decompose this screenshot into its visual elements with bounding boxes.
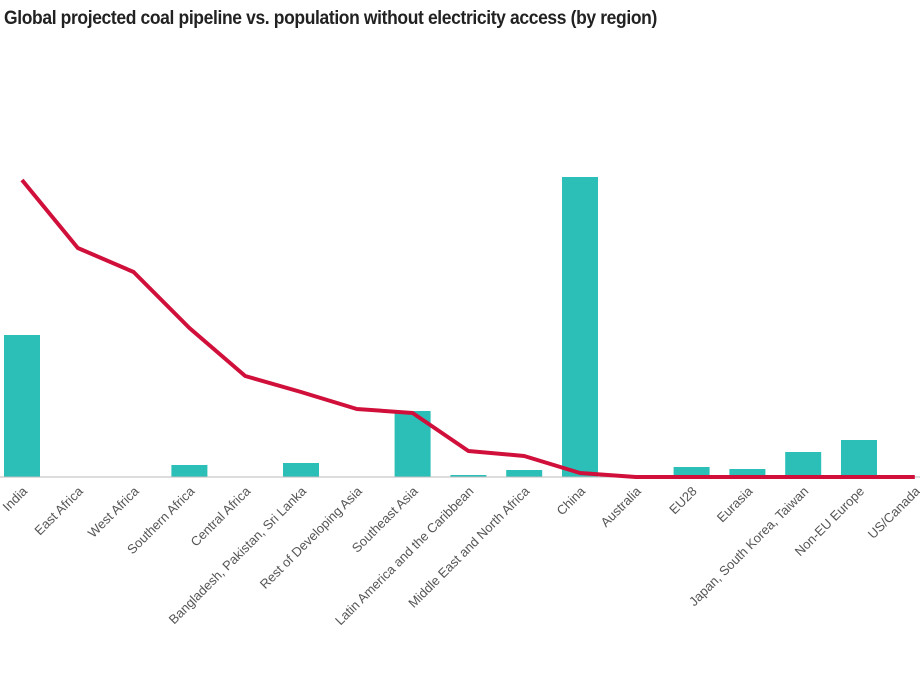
bar-3 <box>171 465 208 477</box>
x-tick-label: Rest of Developing Asia <box>257 483 366 592</box>
bar-13 <box>729 469 766 477</box>
x-tick-label: East Africa <box>31 483 86 538</box>
x-tick-label: China <box>553 483 588 518</box>
bar-9 <box>506 470 543 477</box>
bar-14 <box>785 452 822 477</box>
line-series <box>20 178 915 479</box>
x-tick-label: West Africa <box>85 483 142 540</box>
bar-5 <box>283 463 319 477</box>
bar-0 <box>4 335 40 477</box>
bar-8 <box>450 475 487 477</box>
bar-10 <box>562 177 598 477</box>
x-tick-label: EU28 <box>666 484 700 518</box>
x-tick-label: India <box>0 483 31 514</box>
x-tick-label: US/Canada <box>865 483 920 542</box>
bar-12 <box>673 467 710 477</box>
x-tick-label: Eurasia <box>714 483 756 525</box>
x-tick-label: Middle East and North Africa <box>405 483 533 611</box>
x-tick-label: Australia <box>598 483 645 530</box>
bar-15 <box>841 440 877 477</box>
chart-title: Global projected coal pipeline vs. popul… <box>4 8 657 29</box>
